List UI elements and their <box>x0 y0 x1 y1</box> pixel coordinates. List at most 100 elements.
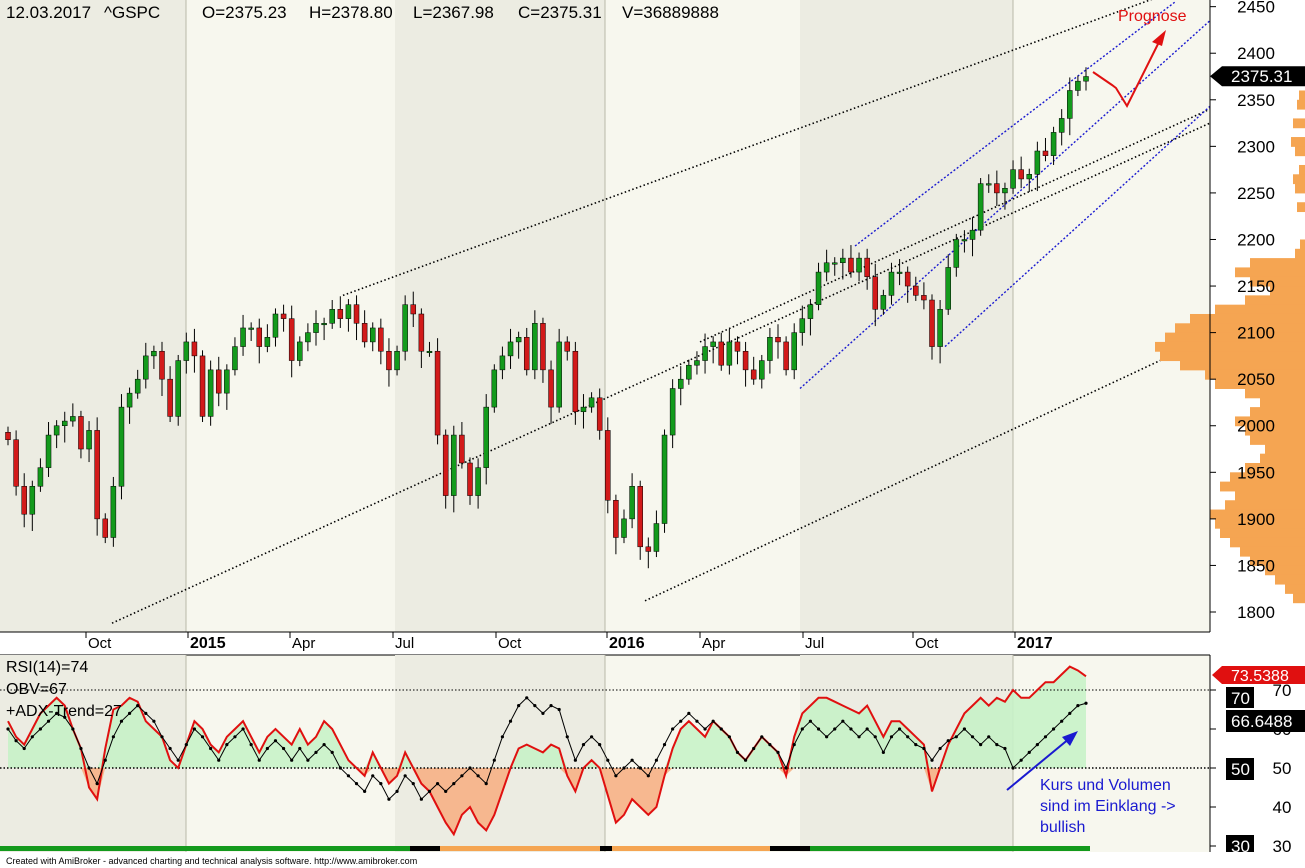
prognose-arrow <box>1092 30 1166 109</box>
obv-point <box>379 782 383 786</box>
price-tick-label: 2050 <box>1237 370 1275 389</box>
header-date: 12.03.2017 <box>6 3 91 22</box>
candle-body <box>183 341 190 361</box>
price-tick-label: 1950 <box>1237 463 1275 482</box>
obv-point <box>622 766 626 770</box>
channel-lines <box>799 1 1210 390</box>
candle-body <box>677 378 684 389</box>
level-30-badge: 30 <box>1226 835 1254 857</box>
candle-body <box>840 257 846 264</box>
candle-body <box>921 295 927 301</box>
volume-bar <box>1245 295 1305 306</box>
candle <box>937 300 943 364</box>
obv-point <box>322 743 326 747</box>
indicator-tick-label: 70 <box>1273 681 1292 700</box>
footer-credit: Created with AmiBroker - advanced charti… <box>6 856 417 866</box>
obv-point <box>452 782 456 786</box>
annotation-line-2: sind im Einklang -> <box>1040 798 1176 815</box>
candle-body <box>994 183 1000 194</box>
candle-body <box>159 350 165 380</box>
price-tick-label: 2000 <box>1237 417 1275 436</box>
candle-body <box>694 360 700 366</box>
indicator-tick-label: 50 <box>1273 759 1292 778</box>
obv-point <box>257 758 261 762</box>
obv-point <box>338 766 342 770</box>
obv-point <box>119 719 124 723</box>
candle <box>61 411 68 443</box>
obv-point <box>662 743 667 747</box>
obv-point <box>492 758 496 762</box>
obv-point <box>298 746 302 751</box>
obv-point <box>1043 735 1048 739</box>
volume-bar <box>1293 174 1305 185</box>
obv-point <box>970 735 975 739</box>
candle-body <box>272 313 279 338</box>
candle-body <box>888 271 895 296</box>
candle <box>199 350 206 423</box>
candle-body <box>305 332 311 343</box>
candle-body <box>329 309 335 324</box>
volume-bar <box>1230 537 1305 548</box>
candle-body <box>110 486 117 538</box>
candle-body <box>759 360 765 380</box>
candle-body <box>1034 150 1041 175</box>
candle <box>613 494 619 555</box>
candle-body <box>151 350 157 357</box>
obv-point <box>435 782 440 786</box>
trend-strip-segment <box>440 846 600 851</box>
candle-body <box>985 183 992 186</box>
candle-body <box>143 355 149 380</box>
volume-bar <box>1155 341 1305 352</box>
volume-bar <box>1299 90 1305 101</box>
candle <box>45 422 52 477</box>
candle-body <box>831 262 838 265</box>
candle <box>183 332 190 374</box>
volume-bar <box>1215 518 1305 529</box>
trend-strip-segment <box>0 846 410 851</box>
candle <box>78 410 84 459</box>
candle-body <box>53 425 60 436</box>
obv-point <box>500 735 505 739</box>
rsi-line <box>7 665 1087 837</box>
prognose-path <box>1092 39 1161 109</box>
volume-bar <box>1235 416 1305 427</box>
candle-body <box>321 323 327 326</box>
volume-bar <box>1297 99 1305 110</box>
candle-body <box>475 467 481 496</box>
candle-body <box>653 523 660 552</box>
obv-point <box>800 727 804 731</box>
time-tick-label: Oct <box>915 635 939 652</box>
candle-body <box>13 439 19 487</box>
candle <box>823 249 830 282</box>
candle-body <box>37 467 44 487</box>
obv-point <box>573 758 577 762</box>
candle-body <box>86 430 92 450</box>
candle <box>1034 141 1041 192</box>
candle <box>1002 182 1008 210</box>
obv-point <box>914 743 918 747</box>
obv-point <box>395 789 399 794</box>
volume-bar <box>1210 509 1305 520</box>
candle <box>1018 156 1024 189</box>
candle-body <box>807 304 814 319</box>
candle <box>459 422 465 469</box>
obv-point <box>962 727 967 731</box>
last-price-label: 2375.31 <box>1231 67 1292 86</box>
candle-body <box>507 341 514 357</box>
candle-body <box>750 369 757 380</box>
candle <box>945 254 951 315</box>
candle-body <box>248 327 254 330</box>
obv-point <box>646 774 650 778</box>
obv-point <box>46 719 51 723</box>
obv-point <box>38 727 43 731</box>
candle-body <box>548 369 554 408</box>
level-70-label: 70 <box>1231 689 1250 708</box>
candle <box>1067 77 1073 136</box>
obv-point <box>403 774 407 778</box>
volume-bar <box>1215 304 1305 315</box>
last-price-marker: 2375.31 <box>1210 66 1305 87</box>
divergence-arrow-line <box>1006 737 1071 791</box>
rsi-value-badge: 73.5388 <box>1212 666 1305 685</box>
obv-point <box>87 766 91 770</box>
obv-point <box>363 789 367 794</box>
